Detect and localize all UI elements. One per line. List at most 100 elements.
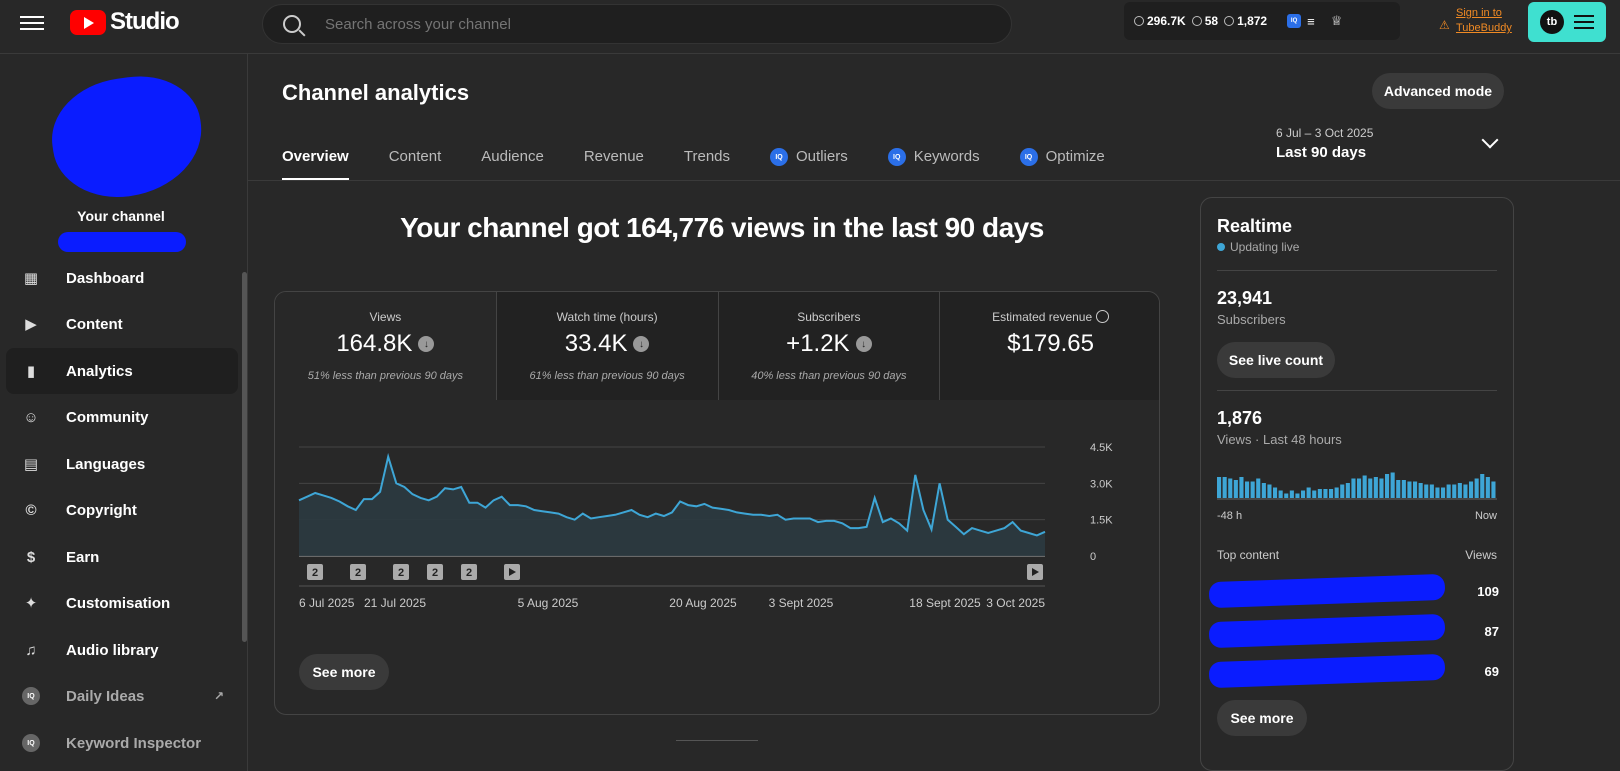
realtime-bar[interactable]: [1379, 478, 1384, 499]
sidebar-item-daily-ideas[interactable]: IQ Daily Ideas ↗: [6, 673, 238, 719]
realtime-bar[interactable]: [1245, 481, 1250, 499]
tubebuddy-sign-in-link[interactable]: Sign in to TubeBuddy: [1456, 7, 1512, 34]
search-icon[interactable]: [283, 15, 301, 33]
realtime-bar[interactable]: [1441, 487, 1446, 499]
tab-label: Revenue: [583, 148, 644, 165]
metric-revenue[interactable]: Estimated revenue $179.65: [940, 292, 1159, 400]
metric-watch-time[interactable]: Watch time (hours) 33.4K ↓ 61% less than …: [496, 292, 719, 400]
studio-logo[interactable]: Studio: [70, 8, 180, 36]
date-range[interactable]: 6 Jul – 3 Oct 2025: [1276, 126, 1374, 140]
list-item[interactable]: 69: [1208, 653, 1499, 690]
sidebar-item-earn[interactable]: $ Earn: [6, 534, 238, 580]
sidebar-item-community[interactable]: ☺ Community: [6, 394, 238, 440]
realtime-bar[interactable]: [1485, 477, 1490, 498]
realtime-bar[interactable]: [1396, 480, 1401, 498]
realtime-bar[interactable]: [1469, 481, 1474, 499]
realtime-bar[interactable]: [1334, 487, 1339, 499]
search-input[interactable]: [325, 15, 925, 33]
external-link-icon[interactable]: ↗: [213, 689, 224, 703]
realtime-bar[interactable]: [1362, 475, 1367, 499]
list-item[interactable]: 109: [1208, 573, 1499, 610]
realtime-bar[interactable]: [1385, 474, 1390, 498]
list-icon[interactable]: ≡: [1307, 13, 1315, 29]
realtime-bar[interactable]: [1357, 478, 1362, 499]
realtime-bar[interactable]: [1284, 493, 1289, 499]
sidebar-item-copyright[interactable]: © Copyright: [6, 487, 238, 533]
see-live-count-button[interactable]: See live count: [1217, 342, 1335, 378]
realtime-bar[interactable]: [1323, 489, 1328, 498]
realtime-bar[interactable]: [1340, 484, 1345, 499]
realtime-bar[interactable]: [1273, 487, 1278, 499]
realtime-bar[interactable]: [1368, 478, 1373, 499]
realtime-bar[interactable]: [1289, 490, 1294, 499]
sidebar-scrollbar[interactable]: [242, 272, 247, 642]
advanced-mode-button[interactable]: Advanced mode: [1372, 73, 1504, 109]
realtime-bar[interactable]: [1306, 487, 1311, 499]
realtime-bar[interactable]: [1278, 490, 1283, 499]
realtime-bar[interactable]: [1429, 484, 1434, 499]
realtime-bar[interactable]: [1435, 487, 1440, 499]
realtime-bar[interactable]: [1401, 480, 1406, 498]
x-tick-label: 20 Aug 2025: [669, 596, 737, 610]
realtime-bar[interactable]: [1228, 478, 1233, 499]
search-bar[interactable]: [262, 4, 1012, 44]
sidebar-item-languages[interactable]: ▤ Languages: [6, 441, 238, 487]
sidebar-item-audio-library[interactable]: ♫ Audio library: [6, 627, 238, 673]
sidebar-item-analytics[interactable]: ▮ Analytics: [6, 348, 238, 394]
realtime-bar[interactable]: [1261, 483, 1266, 498]
realtime-bar[interactable]: [1390, 472, 1395, 499]
realtime-bar[interactable]: [1424, 484, 1429, 499]
realtime-bar[interactable]: [1418, 483, 1423, 498]
tab-revenue[interactable]: Revenue: [584, 148, 644, 180]
realtime-bar[interactable]: [1474, 478, 1479, 499]
tab-optimize[interactable]: IQ Optimize: [1019, 148, 1105, 180]
realtime-bar[interactable]: [1413, 481, 1418, 499]
realtime-bar[interactable]: [1491, 481, 1496, 499]
metric-views[interactable]: Views 164.8K ↓ 51% less than previous 90 …: [275, 292, 497, 400]
realtime-views-bar-chart[interactable]: [1217, 466, 1497, 500]
realtime-bar[interactable]: [1351, 478, 1356, 499]
date-period-label[interactable]: Last 90 days: [1276, 144, 1367, 161]
realtime-bar[interactable]: [1446, 484, 1451, 499]
realtime-bar[interactable]: [1345, 483, 1350, 498]
see-more-button[interactable]: See more: [299, 654, 389, 690]
tab-overview[interactable]: Overview: [282, 148, 349, 180]
realtime-bar[interactable]: [1452, 484, 1457, 499]
realtime-bar[interactable]: [1267, 484, 1272, 499]
chevron-down-icon[interactable]: [1481, 131, 1499, 149]
realtime-bar[interactable]: [1222, 477, 1227, 498]
realtime-bar[interactable]: [1250, 481, 1255, 499]
tab-outliers[interactable]: IQ Outliers: [770, 148, 848, 180]
realtime-bar[interactable]: [1317, 489, 1322, 498]
tab-keywords[interactable]: IQ Keywords: [887, 148, 980, 180]
sidebar-item-customisation[interactable]: ✦ Customisation: [6, 580, 238, 626]
realtime-bar[interactable]: [1239, 477, 1244, 498]
realtime-bar[interactable]: [1301, 490, 1306, 499]
tubebuddy-menu-button[interactable]: tb: [1528, 2, 1606, 42]
realtime-bar[interactable]: [1233, 480, 1238, 498]
realtime-bar[interactable]: [1373, 477, 1378, 498]
trophy-icon[interactable]: ♕: [1330, 13, 1343, 28]
realtime-bar[interactable]: [1407, 481, 1412, 499]
tab-content[interactable]: Content: [389, 148, 442, 180]
metric-subscribers[interactable]: Subscribers +1.2K ↓ 40% less than previou…: [718, 292, 941, 400]
iq-icon[interactable]: IQ: [1287, 14, 1302, 28]
realtime-bar[interactable]: [1217, 477, 1222, 498]
menu-icon[interactable]: [20, 12, 44, 36]
sidebar-item-content[interactable]: ▶ Content: [6, 301, 238, 347]
realtime-bar[interactable]: [1457, 483, 1462, 498]
views-chart[interactable]: 4.5K 3.0K 1.5K 0 2 2 2 2 2 6 Jul 2025 21 Jul 2025 5…: [275, 400, 1160, 640]
realtime-bar[interactable]: [1295, 493, 1300, 499]
tab-audience[interactable]: Audience: [481, 148, 544, 180]
realtime-bar[interactable]: [1256, 478, 1261, 499]
see-more-button[interactable]: See more: [1217, 700, 1307, 736]
realtime-bar[interactable]: [1463, 484, 1468, 499]
realtime-bar[interactable]: [1480, 474, 1485, 498]
views-headline: Your channel got 164,776 views in the la…: [400, 212, 1044, 243]
tab-trends[interactable]: Trends: [684, 148, 730, 180]
sidebar-item-dashboard[interactable]: ▦ Dashboard: [6, 255, 238, 301]
realtime-bar[interactable]: [1329, 489, 1334, 498]
realtime-bar[interactable]: [1312, 490, 1317, 499]
list-item[interactable]: 87: [1208, 613, 1499, 650]
sidebar-item-keyword-inspector[interactable]: IQ Keyword Inspector: [6, 720, 238, 766]
